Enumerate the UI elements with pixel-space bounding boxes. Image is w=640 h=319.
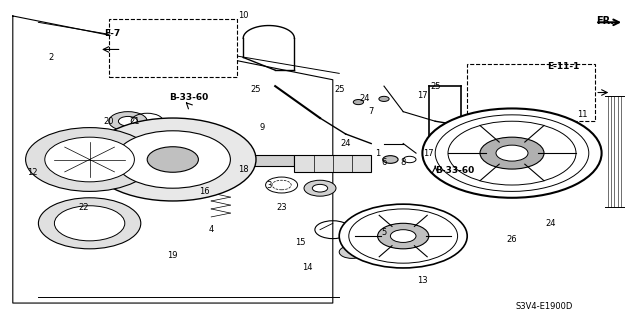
Circle shape [383, 156, 398, 163]
Text: 18: 18 [238, 165, 248, 174]
Text: 5: 5 [381, 228, 387, 237]
Text: 7: 7 [369, 107, 374, 116]
Circle shape [54, 206, 125, 241]
Text: 26: 26 [507, 235, 517, 244]
Text: 21: 21 [129, 117, 140, 126]
Polygon shape [13, 16, 333, 303]
Text: E-7: E-7 [104, 29, 120, 38]
Circle shape [353, 100, 364, 105]
Text: 22: 22 [78, 203, 88, 212]
Text: B-33-60: B-33-60 [169, 93, 209, 102]
Text: FR.: FR. [596, 16, 614, 26]
Circle shape [304, 180, 336, 196]
Text: 2: 2 [49, 53, 54, 62]
Text: 24: 24 [340, 139, 351, 148]
Text: 3: 3 [266, 181, 271, 189]
Text: 4: 4 [209, 225, 214, 234]
Text: E-11-1: E-11-1 [547, 62, 579, 70]
Circle shape [378, 223, 429, 249]
Circle shape [390, 230, 416, 242]
Circle shape [496, 145, 528, 161]
Circle shape [422, 108, 602, 198]
Text: 13: 13 [417, 276, 428, 285]
Text: 1: 1 [375, 149, 380, 158]
Circle shape [480, 137, 544, 169]
Text: 25: 25 [430, 82, 440, 91]
Text: 25: 25 [334, 85, 344, 94]
Text: 8: 8 [401, 158, 406, 167]
Text: 24: 24 [360, 94, 370, 103]
Text: 25: 25 [251, 85, 261, 94]
Text: 15: 15 [296, 238, 306, 247]
Text: 11: 11 [577, 110, 588, 119]
Text: 17: 17 [417, 91, 428, 100]
Text: 10: 10 [238, 11, 248, 20]
Circle shape [45, 137, 134, 182]
Circle shape [118, 116, 138, 126]
Circle shape [115, 131, 230, 188]
Bar [243, 155, 294, 166]
Circle shape [147, 147, 198, 172]
Text: 6: 6 [381, 158, 387, 167]
Text: 14: 14 [302, 263, 312, 272]
Text: S3V4-E1900D: S3V4-E1900D [515, 302, 573, 311]
FancyBboxPatch shape [109, 19, 237, 77]
Circle shape [312, 184, 328, 192]
Text: 9: 9 [260, 123, 265, 132]
Circle shape [339, 204, 467, 268]
Circle shape [379, 96, 389, 101]
Text: 20: 20 [104, 117, 114, 126]
Text: 23: 23 [276, 203, 287, 212]
Text: 19: 19 [168, 251, 178, 260]
Text: B-33-60: B-33-60 [435, 166, 474, 175]
Circle shape [109, 112, 147, 131]
Circle shape [26, 128, 154, 191]
Circle shape [38, 198, 141, 249]
Text: 17: 17 [424, 149, 434, 158]
Circle shape [90, 118, 256, 201]
FancyBboxPatch shape [467, 64, 595, 121]
Text: 16: 16 [200, 187, 210, 196]
Bar [294, 155, 371, 172]
Text: 12: 12 [27, 168, 37, 177]
Circle shape [339, 246, 365, 258]
Text: 24: 24 [545, 219, 556, 228]
